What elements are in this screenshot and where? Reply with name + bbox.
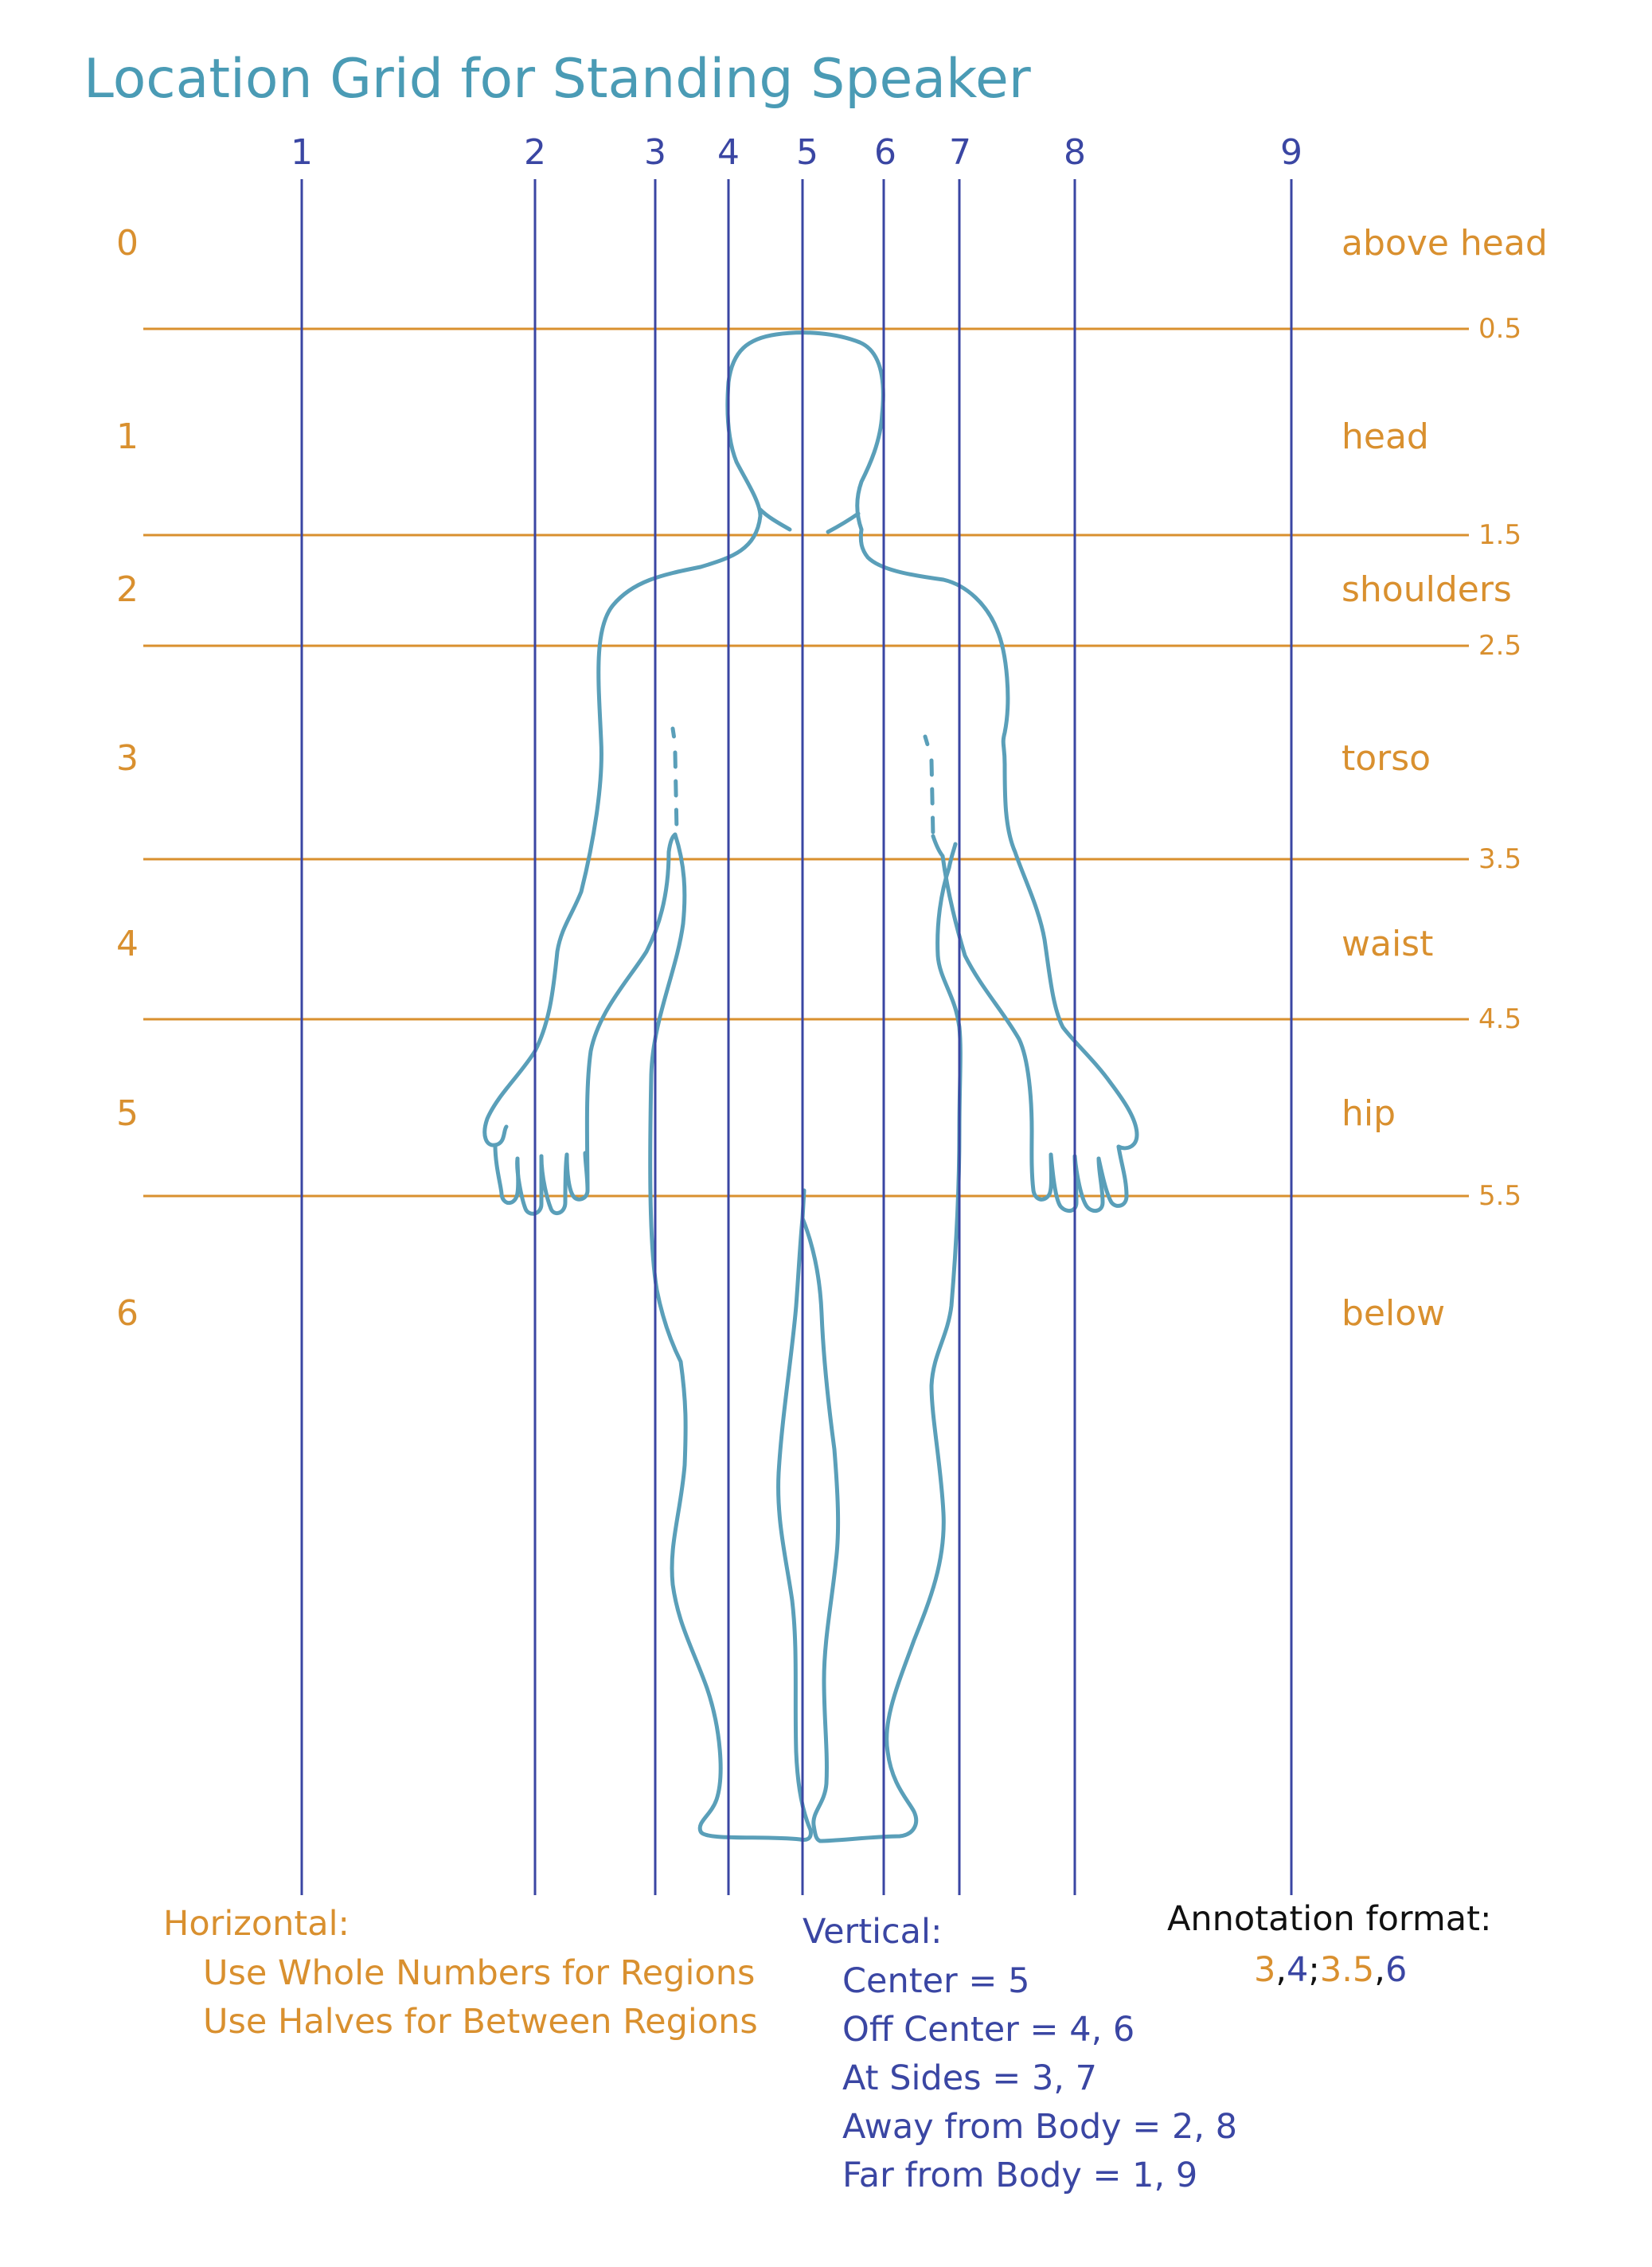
column-label: 4: [717, 132, 740, 173]
column-label: 1: [291, 132, 313, 173]
column-label: 2: [524, 132, 546, 173]
format-part-horizontal: 3: [1254, 1950, 1275, 1990]
half-label: 1.5: [1478, 519, 1521, 551]
column-labels: 1 2 3 4 5 6 7 8 9: [291, 132, 1302, 173]
column-label: 6: [874, 132, 896, 173]
row-numbers: 0 1 2 3 4 5 6: [116, 223, 139, 1334]
row-number: 1: [116, 416, 139, 457]
format-part-vertical: 4: [1287, 1950, 1308, 1990]
region-label: hip: [1342, 1093, 1396, 1134]
half-label: 0.5: [1478, 313, 1521, 345]
format-sep: ,: [1275, 1950, 1287, 1990]
region-label: above head: [1342, 223, 1548, 264]
half-label: 5.5: [1478, 1180, 1521, 1212]
vertical-note-item: At Sides = 3, 7: [842, 2058, 1097, 2098]
annotation-format: Annotation format: 3,4;3.5,6: [1167, 1899, 1491, 1990]
column-label: 7: [949, 132, 971, 173]
vertical-note-heading: Vertical:: [803, 1912, 942, 1952]
format-sep: ;: [1308, 1950, 1320, 1990]
column-label: 8: [1064, 132, 1086, 173]
half-label: 2.5: [1478, 630, 1521, 662]
row-number: 5: [116, 1093, 139, 1134]
vertical-grid-lines: [300, 179, 1293, 1895]
vertical-note-item: Away from Body = 2, 8: [842, 2107, 1237, 2147]
region-label: torso: [1342, 738, 1431, 779]
region-label: below: [1342, 1293, 1445, 1334]
horizontal-note-heading: Horizontal:: [163, 1904, 350, 1944]
region-label: head: [1342, 416, 1429, 457]
vertical-note-item: Center = 5: [842, 1961, 1029, 2001]
column-label: 5: [796, 132, 818, 173]
annotation-format-heading: Annotation format:: [1167, 1899, 1491, 1939]
half-label: 3.5: [1478, 843, 1521, 875]
annotation-format-example: 3,4;3.5,6: [1254, 1950, 1407, 1990]
vertical-note: Vertical: Center = 5 Off Center = 4, 6 A…: [803, 1912, 1237, 2195]
region-labels: above head head shoulders torso waist hi…: [1342, 223, 1548, 1334]
page-title: Location Grid for Standing Speaker: [84, 48, 1031, 111]
row-number: 3: [116, 738, 139, 779]
row-number: 6: [116, 1293, 139, 1334]
half-line-labels: 0.5 1.5 2.5 3.5 4.5 5.5: [1478, 313, 1521, 1212]
vertical-note-item: Off Center = 4, 6: [842, 2010, 1135, 2050]
region-label: shoulders: [1342, 569, 1512, 610]
human-body-outline-icon: [482, 330, 1139, 1843]
row-number: 4: [116, 924, 139, 964]
horizontal-note: Horizontal: Use Whole Numbers for Region…: [163, 1904, 758, 2042]
column-label: 3: [644, 132, 666, 173]
horizontal-half-lines: [143, 327, 1469, 1198]
row-number: 0: [116, 223, 139, 264]
region-label: waist: [1342, 924, 1433, 964]
vertical-note-item: Far from Body = 1, 9: [842, 2156, 1197, 2195]
format-part-horizontal: 3.5: [1320, 1950, 1374, 1990]
horizontal-note-line2: Use Halves for Between Regions: [203, 2002, 758, 2042]
row-number: 2: [116, 569, 139, 610]
column-label: 9: [1280, 132, 1302, 173]
half-label: 4.5: [1478, 1003, 1521, 1035]
horizontal-note-line1: Use Whole Numbers for Regions: [203, 1953, 755, 1993]
format-sep: ,: [1374, 1950, 1385, 1990]
format-part-vertical: 6: [1385, 1950, 1407, 1990]
